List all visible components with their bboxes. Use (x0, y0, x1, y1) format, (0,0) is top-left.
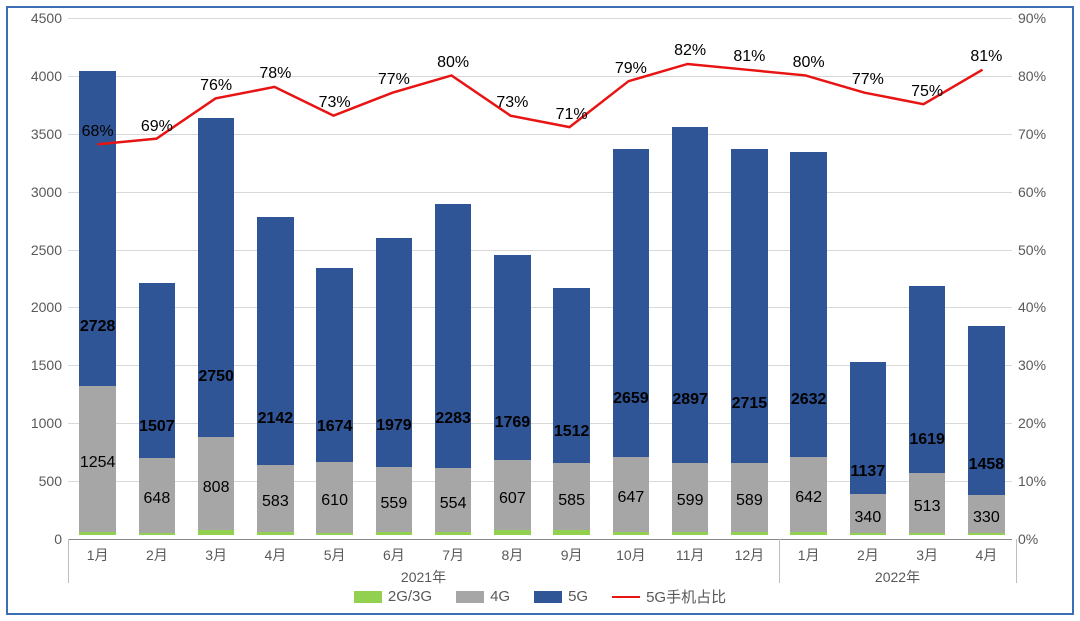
legend: 2G/3G 4G 5G 5G手机占比 (8, 586, 1072, 607)
gridline (68, 539, 1012, 540)
month-label: 2月 (146, 545, 168, 565)
month-label: 5月 (324, 545, 346, 565)
legend-swatch-line (612, 596, 640, 598)
legend-label-2g3g: 2G/3G (388, 588, 432, 605)
month-label: 1月 (798, 545, 820, 565)
y-right-tick-label: 40% (1018, 299, 1046, 315)
legend-item-2g3g: 2G/3G (354, 588, 432, 605)
legend-swatch-5g (534, 591, 562, 603)
legend-swatch-4g (456, 591, 484, 603)
chart-frame: 0 500 1000 1500 2000 2500 3000 3500 4000 4500 0% 1… (6, 6, 1074, 615)
y-left-tick-label: 3500 (31, 126, 62, 142)
axis-tick (68, 539, 69, 583)
y-axis-right: 0% 10% 20% 30% 40% 50% 60% 70% 80% 90% (1012, 8, 1072, 613)
y-right-tick-label: 70% (1018, 126, 1046, 142)
legend-item-4g: 4G (456, 588, 510, 605)
y-axis-left: 0 500 1000 1500 2000 2500 3000 3500 4000 4500 (8, 8, 68, 613)
y-left-tick-label: 500 (39, 473, 62, 489)
month-label: 11月 (676, 545, 705, 565)
y-right-tick-label: 10% (1018, 473, 1046, 489)
y-right-tick-label: 30% (1018, 357, 1046, 373)
legend-swatch-2g3g (354, 591, 382, 603)
month-label: 7月 (442, 545, 464, 565)
y-left-tick-label: 4500 (31, 10, 62, 26)
y-left-tick-label: 2500 (31, 242, 62, 258)
legend-label-4g: 4G (490, 588, 510, 605)
legend-item-5g: 5G (534, 588, 588, 605)
axis-tick (1016, 539, 1017, 583)
y-right-tick-label: 0% (1018, 531, 1038, 547)
month-label: 6月 (383, 545, 405, 565)
y-left-tick-label: 4000 (31, 68, 62, 84)
y-left-tick-label: 1500 (31, 357, 62, 373)
year-label: 2021年 (401, 567, 446, 587)
month-label: 4月 (975, 545, 997, 565)
plot-area: 1254272868%648150769%808275076%583214278… (68, 18, 1012, 535)
y-left-tick-label: 2000 (31, 299, 62, 315)
month-label: 10月 (616, 545, 646, 565)
year-label: 2022年 (875, 567, 920, 587)
y-left-tick-label: 3000 (31, 184, 62, 200)
month-label: 1月 (87, 545, 109, 565)
legend-label-5g: 5G (568, 588, 588, 605)
month-label: 3月 (916, 545, 938, 565)
month-label: 3月 (205, 545, 227, 565)
y-right-tick-label: 50% (1018, 242, 1046, 258)
month-label: 2月 (857, 545, 879, 565)
month-label: 12月 (735, 545, 765, 565)
y-right-tick-label: 80% (1018, 68, 1046, 84)
y-left-tick-label: 1000 (31, 415, 62, 431)
legend-item-line: 5G手机占比 (612, 586, 726, 607)
month-label: 8月 (501, 545, 523, 565)
month-label: 9月 (561, 545, 583, 565)
legend-label-line: 5G手机占比 (646, 586, 726, 607)
y-left-tick-label: 0 (54, 531, 62, 547)
month-label: 4月 (264, 545, 286, 565)
xaxis-layer: 1月2月3月4月5月6月7月8月9月10月11月12月1月2月3月4月2021年… (68, 18, 1012, 535)
y-right-tick-label: 60% (1018, 184, 1046, 200)
y-right-tick-label: 20% (1018, 415, 1046, 431)
y-right-tick-label: 90% (1018, 10, 1046, 26)
year-divider (779, 539, 780, 583)
